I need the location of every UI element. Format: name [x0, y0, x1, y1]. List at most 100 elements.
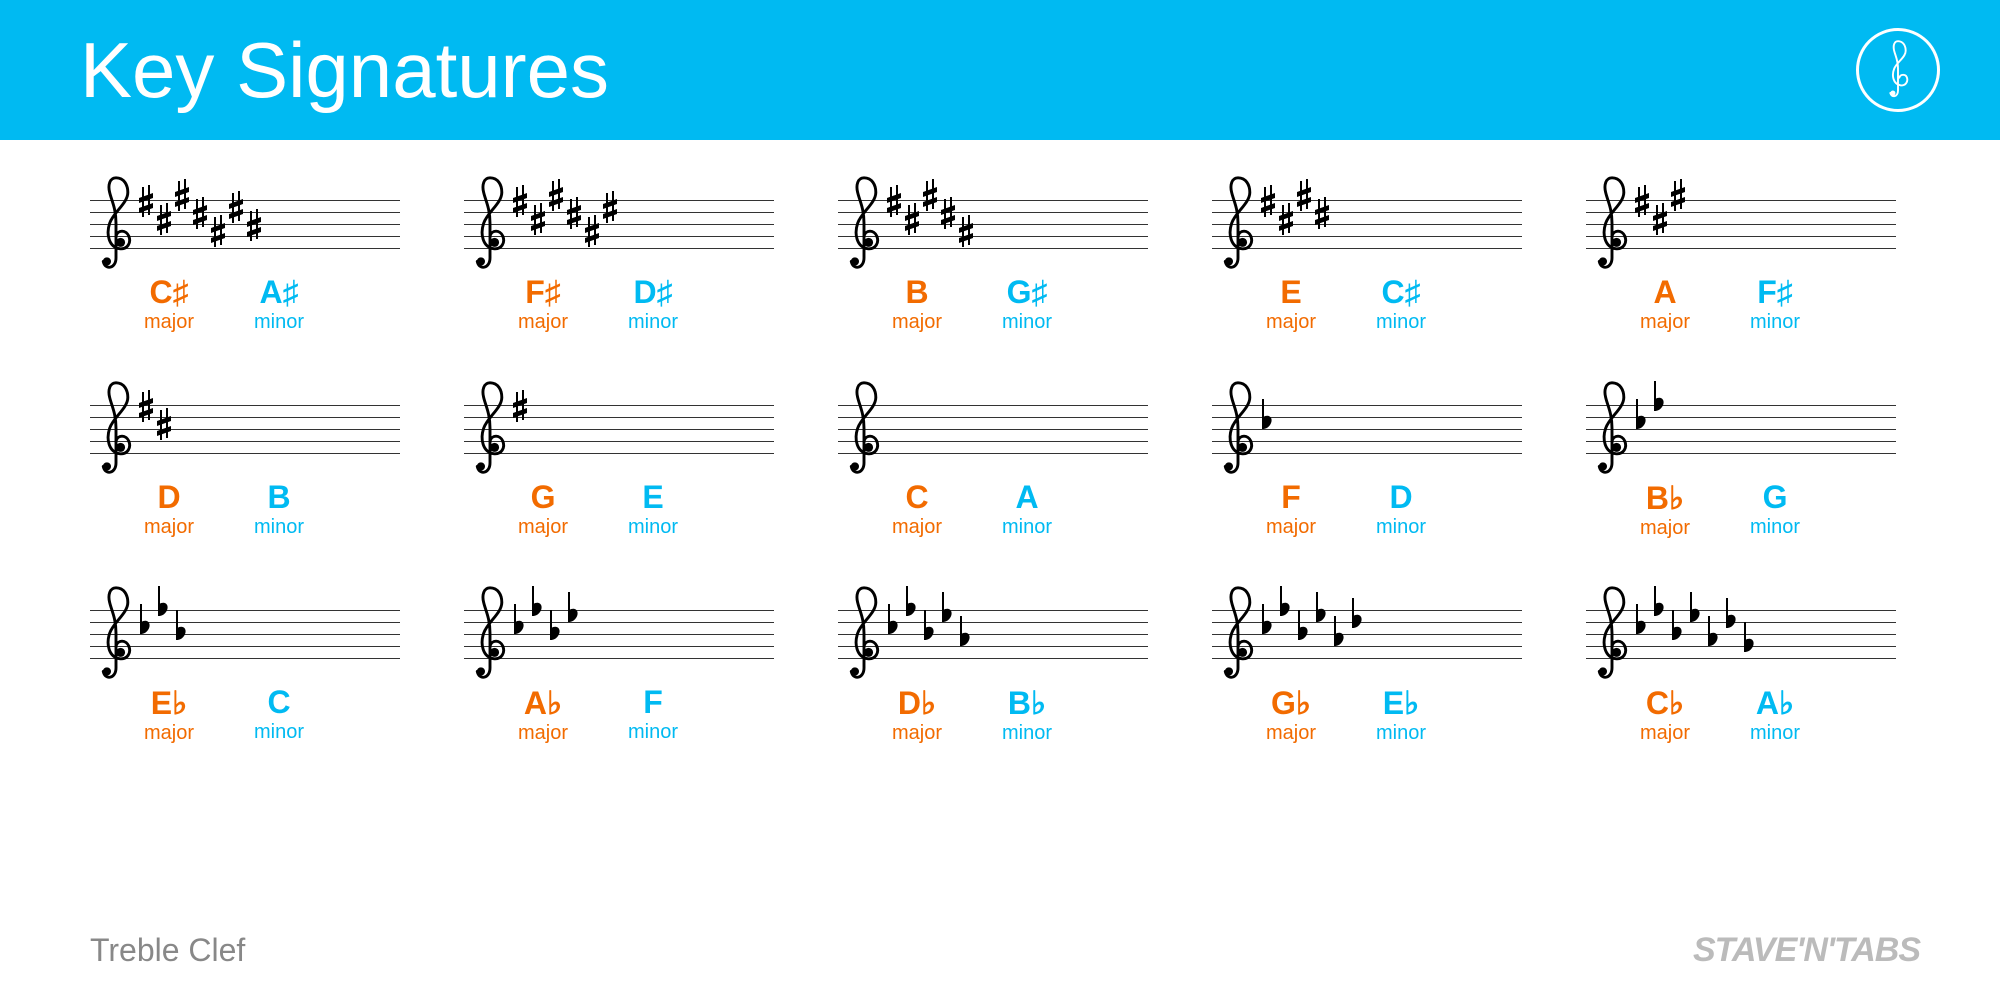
- key-labels: A♭ majorF minor: [464, 684, 774, 745]
- major-key-label: D♭ major: [892, 684, 942, 745]
- sharp-icon: [904, 202, 920, 245]
- major-key-label: B major: [892, 274, 942, 334]
- sharp-icon: [228, 190, 244, 233]
- staff: [464, 385, 774, 475]
- major-key-label: D major: [144, 479, 194, 539]
- accidentals-group: [1260, 180, 1522, 270]
- flat-icon: [530, 586, 544, 627]
- accidentals-group: [138, 385, 400, 475]
- major-note: G: [518, 479, 568, 516]
- accidentals-group: [886, 385, 1148, 475]
- flat-icon: [548, 610, 562, 651]
- staff: [1586, 180, 1896, 270]
- major-key-label: G♭ major: [1266, 684, 1316, 745]
- sharp-icon: [584, 214, 600, 257]
- treble-clef-icon: [1590, 381, 1634, 481]
- minor-mode: minor: [628, 516, 678, 539]
- accidentals-group: [1634, 385, 1896, 475]
- flat-icon: [1706, 616, 1720, 657]
- treble-clef-icon: [842, 586, 886, 686]
- sharp-icon: [138, 389, 154, 432]
- major-key-label: A♭ major: [518, 684, 568, 745]
- accidentals-group: [512, 590, 774, 680]
- minor-key-label: A minor: [1002, 479, 1052, 539]
- minor-note: C: [254, 684, 304, 721]
- key-signature-cell: G♭ majorE♭ minor: [1212, 590, 1522, 745]
- accidentals-group: [1634, 590, 1896, 680]
- key-signature-cell: F♯ major D♯ minor: [464, 180, 774, 335]
- treble-clef-icon: [1590, 586, 1634, 686]
- flat-icon: [1332, 616, 1346, 657]
- treble-clef-icon: [1856, 28, 1940, 112]
- minor-key-label: E minor: [628, 479, 678, 539]
- staff: [838, 385, 1148, 475]
- accidentals-group: [886, 180, 1148, 270]
- minor-mode: minor: [1002, 516, 1052, 539]
- staff: [838, 590, 1148, 680]
- accidentals-group: [1260, 590, 1522, 680]
- flat-icon: [1634, 604, 1648, 645]
- flat-icon: [566, 592, 580, 633]
- key-signature-cell: A♭ majorF minor: [464, 590, 774, 745]
- minor-mode: minor: [254, 516, 304, 539]
- major-mode: major: [518, 311, 568, 334]
- key-signature-cell: E majorC♯ minor: [1212, 180, 1522, 335]
- minor-mode: minor: [628, 311, 678, 334]
- major-key-label: C♯ major: [144, 274, 194, 334]
- flat-icon: [904, 586, 918, 627]
- key-labels: B majorG♯ minor: [838, 274, 1148, 334]
- key-signature-cell: C♯ majorA♯ minor: [90, 180, 400, 335]
- minor-mode: minor: [1750, 722, 1800, 745]
- key-labels: G major E minor: [464, 479, 774, 539]
- sharp-icon: [156, 202, 172, 245]
- minor-key-label: B minor: [254, 479, 304, 539]
- minor-note: A♯: [254, 274, 304, 311]
- major-mode: major: [892, 311, 942, 334]
- sharp-icon: [246, 208, 262, 251]
- staff: [90, 385, 400, 475]
- flat-icon: [1670, 610, 1684, 651]
- major-mode: major: [892, 722, 942, 745]
- accidentals-group: [1260, 385, 1522, 475]
- minor-key-label: C♯ minor: [1376, 274, 1426, 334]
- staff: [1212, 180, 1522, 270]
- major-mode: major: [1266, 311, 1316, 334]
- sharp-icon: [1296, 178, 1312, 221]
- page-title: Key Signatures: [80, 25, 609, 116]
- minor-mode: minor: [628, 721, 678, 744]
- minor-note: B♭: [1002, 684, 1052, 722]
- major-note: A: [1640, 274, 1690, 311]
- sharp-icon: [886, 184, 902, 227]
- major-note: F♯: [518, 274, 568, 311]
- major-mode: major: [1266, 516, 1316, 539]
- minor-note: D♯: [628, 274, 678, 311]
- major-key-label: G major: [518, 479, 568, 539]
- staff: [1212, 385, 1522, 475]
- flat-icon: [1724, 598, 1738, 639]
- minor-mode: minor: [1750, 311, 1800, 334]
- flat-icon: [958, 616, 972, 657]
- major-mode: major: [144, 311, 194, 334]
- staff: [838, 180, 1148, 270]
- staff: [464, 590, 774, 680]
- accidentals-group: [138, 180, 400, 270]
- sharp-icon: [1652, 202, 1668, 245]
- flat-icon: [886, 604, 900, 645]
- flat-icon: [1278, 586, 1292, 627]
- major-key-label: B♭ major: [1640, 479, 1690, 540]
- flat-icon: [1634, 399, 1648, 440]
- major-note: E♭: [144, 684, 194, 722]
- staff: [90, 590, 400, 680]
- treble-clef-icon: [1590, 176, 1634, 276]
- sharp-icon: [548, 178, 564, 221]
- major-note: C: [892, 479, 942, 516]
- flat-icon: [512, 604, 526, 645]
- sharp-icon: [958, 214, 974, 257]
- major-mode: major: [892, 516, 942, 539]
- minor-key-label: C minor: [254, 684, 304, 745]
- sharp-icon: [1634, 184, 1650, 227]
- treble-clef-icon: [94, 586, 138, 686]
- sharp-icon: [192, 196, 208, 239]
- sharp-icon: [602, 190, 618, 233]
- staff: [464, 180, 774, 270]
